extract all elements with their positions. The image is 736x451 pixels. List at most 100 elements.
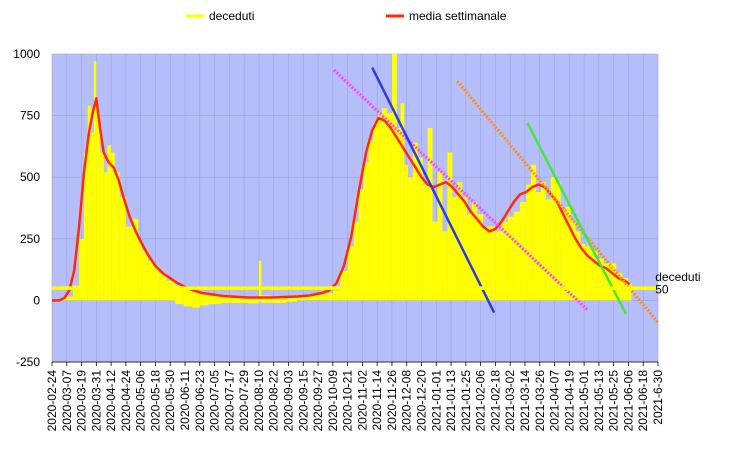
x-tick-label-2020-06-23: 2020-06-23 bbox=[193, 370, 207, 432]
series-0-deceduti-bar-50 bbox=[391, 54, 397, 301]
series-0-deceduti-bar-92 bbox=[609, 263, 617, 301]
series-0-deceduti-bar-19 bbox=[141, 251, 149, 301]
y-tick-label-1000: 1000 bbox=[13, 47, 40, 61]
legend: deceduti media settimanale bbox=[186, 9, 507, 23]
x-tick-label-2021-01-13: 2021-01-13 bbox=[444, 370, 458, 432]
y-axis: 1000 750 500 250 0 -250 bbox=[13, 47, 40, 369]
series-0-deceduti-bar-51 bbox=[396, 127, 401, 301]
series-0-deceduti-bar-27 bbox=[199, 293, 209, 306]
y-tick-label--250: -250 bbox=[16, 355, 40, 369]
series-0-deceduti-bar-57 bbox=[422, 184, 428, 301]
series-0-deceduti-bar-86 bbox=[575, 231, 581, 301]
series-0-deceduti-bar-65 bbox=[462, 196, 468, 301]
x-tick-label-2021-04-19: 2021-04-19 bbox=[562, 370, 576, 432]
series-0-deceduti-bar-5 bbox=[84, 152, 88, 301]
series-0-deceduti-bar-10 bbox=[100, 152, 104, 301]
x-tick-label-2020-05-18: 2020-05-18 bbox=[148, 370, 162, 432]
series-0-deceduti-bar-28 bbox=[208, 294, 221, 305]
series-0-deceduti-bar-47 bbox=[378, 113, 383, 301]
series-0-deceduti-bar-35 bbox=[286, 297, 298, 302]
series-0-deceduti-bar-8 bbox=[93, 61, 97, 301]
series-0-deceduti-bar-70 bbox=[489, 226, 496, 301]
x-tick-label-2021-06-06: 2021-06-06 bbox=[621, 370, 635, 432]
x-tick-label-2021-03-14: 2021-03-14 bbox=[518, 370, 532, 432]
series-0-deceduti-bar-58 bbox=[427, 127, 433, 301]
series-0-deceduti-bar-56 bbox=[417, 157, 423, 301]
series-0-deceduti-bar-69 bbox=[483, 226, 490, 301]
x-tick-label-2021-06-18: 2021-06-18 bbox=[636, 370, 650, 432]
series-0-deceduti-bar-53 bbox=[404, 164, 408, 301]
series-0-deceduti-bar-84 bbox=[565, 206, 571, 301]
series-0-deceduti-bar-25 bbox=[183, 288, 193, 307]
y-tick-label-750: 750 bbox=[20, 109, 40, 123]
series-0-deceduti-bar-83 bbox=[560, 211, 566, 301]
x-tick-label-2020-09-03: 2020-09-03 bbox=[281, 370, 295, 432]
series-0-deceduti-bar-1 bbox=[60, 299, 67, 301]
x-tick-label-2020-07-05: 2020-07-05 bbox=[208, 370, 222, 432]
x-tick-label-2020-04-12: 2020-04-12 bbox=[104, 370, 118, 432]
x-tick-label-2020-11-26: 2020-11-26 bbox=[385, 370, 399, 431]
series-0-deceduti-bar-54 bbox=[407, 177, 413, 301]
x-tick-label-2020-06-11: 2020-06-11 bbox=[178, 370, 192, 431]
series-0-deceduti-bar-55 bbox=[412, 142, 418, 301]
series-0-deceduti-bar-48 bbox=[382, 108, 388, 301]
series-0-deceduti-bar-52 bbox=[400, 103, 405, 301]
x-tick-label-2021-04-07: 2021-04-07 bbox=[548, 370, 562, 432]
x-tick-label-2020-03-19: 2020-03-19 bbox=[75, 370, 89, 432]
series-0-deceduti-bar-23 bbox=[166, 280, 176, 301]
x-tick-label-2020-02-24: 2020-02-24 bbox=[45, 370, 59, 432]
x-tick-label-2020-09-27: 2020-09-27 bbox=[311, 370, 325, 432]
series-0-deceduti-bar-85 bbox=[570, 221, 576, 301]
legend-label-deceduti: deceduti bbox=[209, 9, 254, 23]
series-0-deceduti-bar-14 bbox=[114, 172, 120, 301]
series-0-deceduti-bar-76 bbox=[526, 184, 532, 301]
series-0-deceduti-bar-75 bbox=[520, 201, 527, 301]
series-0-deceduti-bar-59 bbox=[432, 221, 438, 301]
series-0-deceduti-bar-40 bbox=[340, 270, 348, 301]
series-0-deceduti-bar-13 bbox=[111, 152, 115, 301]
series-0-deceduti-bar-7 bbox=[91, 132, 94, 301]
series-0-deceduti-bar-42 bbox=[353, 221, 359, 301]
series-0-deceduti-bar-18 bbox=[138, 241, 142, 301]
series-0-deceduti-bar-33 bbox=[261, 295, 272, 303]
series-0-deceduti-bar-91 bbox=[603, 263, 610, 301]
series-0-deceduti-bar-20 bbox=[148, 260, 153, 301]
x-tick-label-2021-02-06: 2021-02-06 bbox=[474, 370, 488, 432]
series-0-deceduti-bar-67 bbox=[472, 201, 477, 301]
series-0-deceduti-bar-63 bbox=[452, 196, 458, 301]
x-tick-label-2020-11-02: 2020-11-02 bbox=[355, 370, 369, 431]
series-0-deceduti-bar-36 bbox=[297, 296, 310, 301]
series-0-deceduti-bar-90 bbox=[597, 258, 604, 301]
series-0-deceduti-bar-80 bbox=[545, 199, 551, 301]
x-tick-label-2021-05-25: 2021-05-25 bbox=[607, 370, 621, 432]
x-tick-label-2020-10-09: 2020-10-09 bbox=[326, 370, 340, 432]
x-tick-label-2021-03-02: 2021-03-02 bbox=[503, 370, 517, 432]
annotation-deceduti: deceduti bbox=[655, 270, 700, 284]
x-axis: 2020-02-24 2020-03-07 2020-03-19 2020-03-31… bbox=[45, 361, 665, 432]
series-0-deceduti-bar-81 bbox=[550, 177, 556, 301]
x-tick-label-2021-02-18: 2021-02-18 bbox=[488, 370, 502, 432]
series-0-deceduti-bar-62 bbox=[447, 152, 453, 301]
annotation-50: 50 bbox=[655, 282, 669, 296]
series-0-deceduti-bar-41 bbox=[347, 246, 354, 301]
series-0-deceduti-bar-34 bbox=[271, 297, 287, 303]
x-tick-label-2021-05-13: 2021-05-13 bbox=[592, 370, 606, 432]
x-tick-label-2021-01-01: 2021-01-01 bbox=[429, 370, 443, 432]
x-tick-label-2020-12-08: 2020-12-08 bbox=[400, 370, 414, 432]
series-0-deceduti-bar-6 bbox=[87, 105, 92, 301]
x-tick-label-2020-09-15: 2020-09-15 bbox=[296, 370, 310, 432]
series-0-deceduti-bar-71 bbox=[495, 231, 502, 301]
y-tick-label-500: 500 bbox=[20, 170, 40, 184]
legend-label-media-settimanale: media settimanale bbox=[409, 9, 507, 23]
series-0-deceduti-bar-82 bbox=[555, 182, 561, 301]
x-tick-label-2020-10-21: 2020-10-21 bbox=[341, 370, 355, 432]
y-tick-label-250: 250 bbox=[20, 232, 40, 246]
series-0-deceduti-bar-11 bbox=[103, 172, 108, 301]
x-tick-label-2021-6-30: 2021-6-30 bbox=[651, 370, 665, 425]
series-0-deceduti-bar-12 bbox=[107, 145, 112, 301]
series-0-deceduti-bar-61 bbox=[442, 231, 448, 301]
series-0-deceduti-bar-2 bbox=[66, 296, 73, 301]
series-0-deceduti-bar-88 bbox=[585, 246, 592, 301]
series-1-media-settimanale-line bbox=[52, 97, 631, 302]
x-tick-label-2020-12-20: 2020-12-20 bbox=[415, 370, 429, 432]
